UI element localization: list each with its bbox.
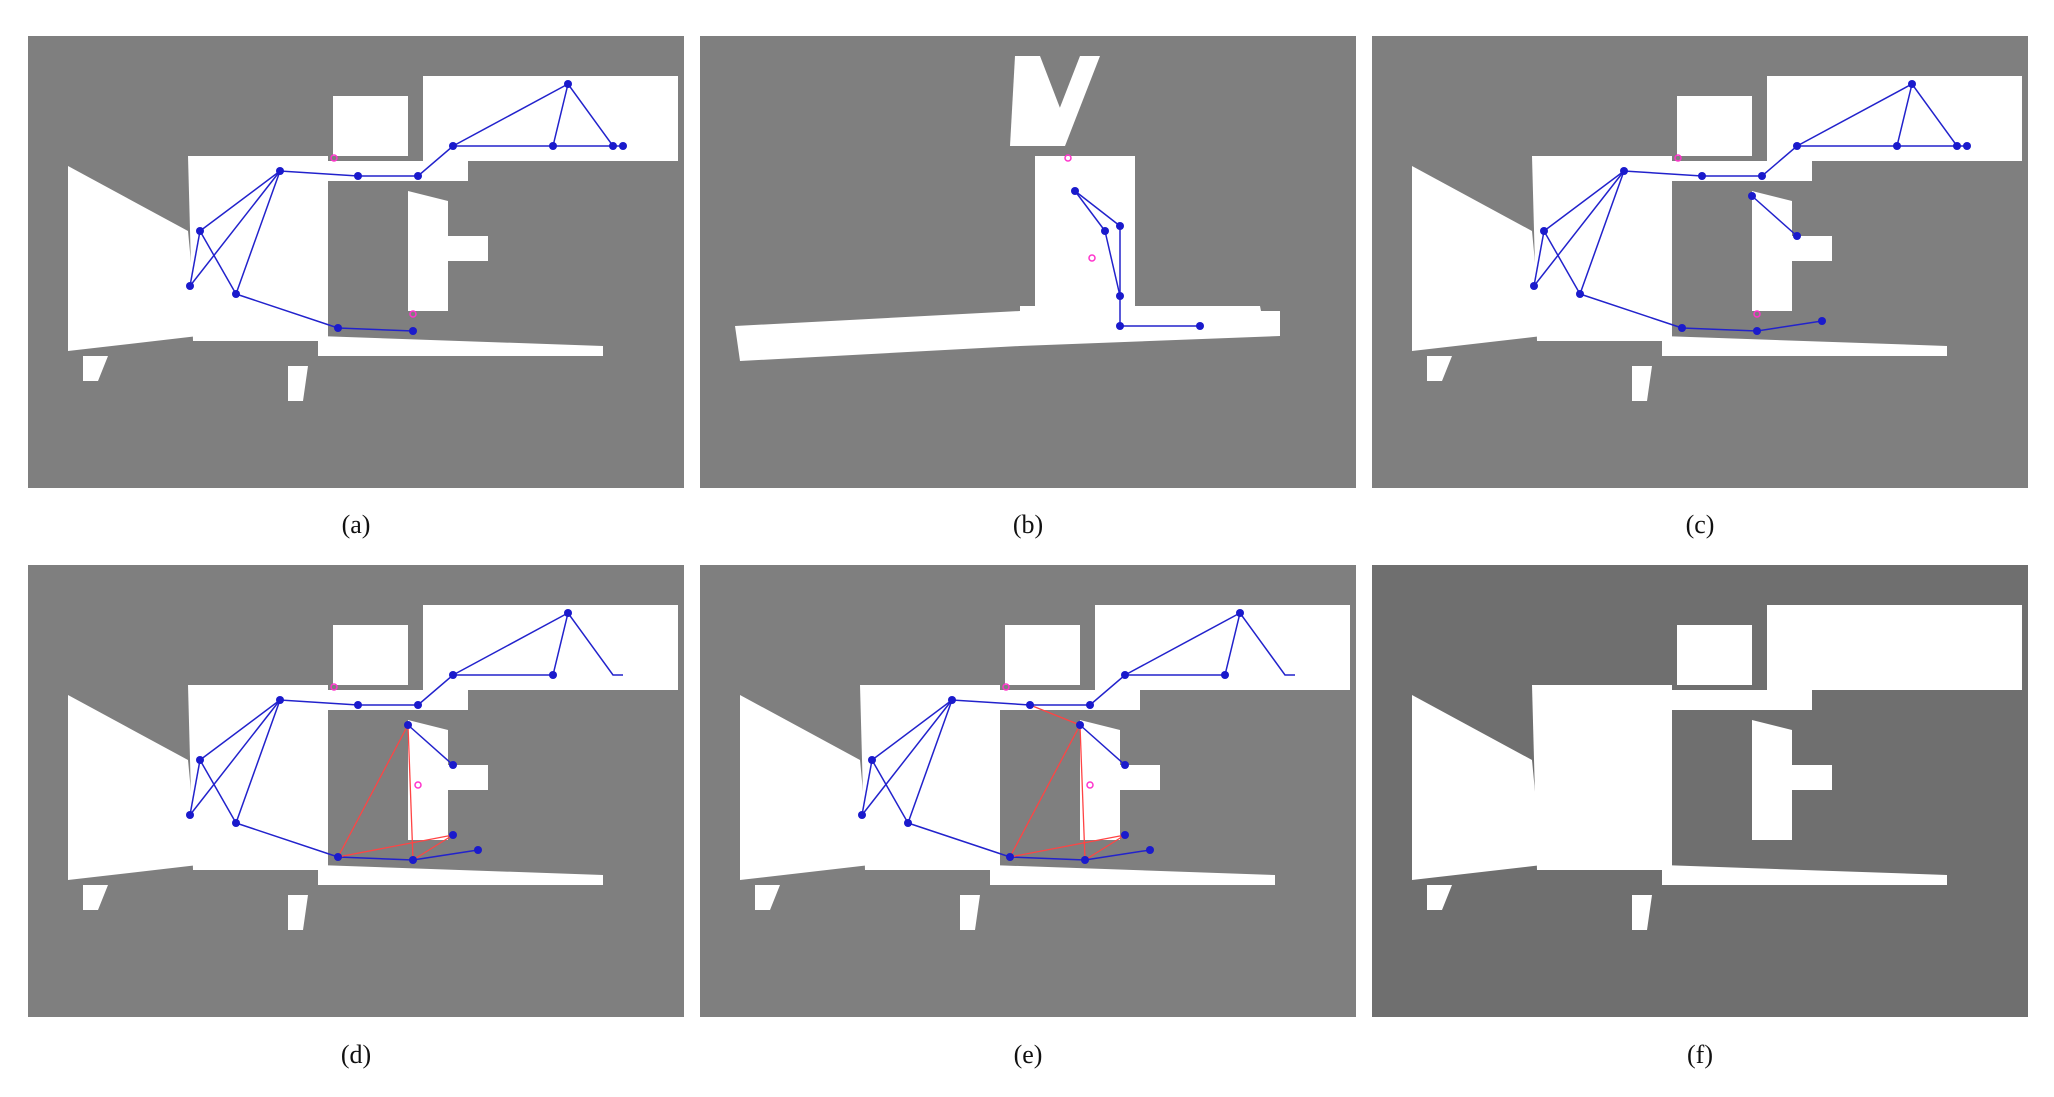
free-space: [1412, 605, 2022, 930]
markers: [1002, 683, 1094, 789]
free-space: [1412, 76, 2022, 401]
graph-nodes: [186, 80, 627, 335]
map-d-svg: [68, 605, 678, 930]
graph-nodes: [186, 609, 572, 864]
caption-d: (d): [340, 1040, 372, 1069]
caption-b: (b): [1012, 510, 1044, 539]
free-space: [735, 56, 1280, 361]
loop-closure-edges: [337, 724, 454, 861]
markers: [330, 683, 422, 789]
map-c-svg: [1412, 76, 2022, 401]
map-panel-d: [28, 565, 684, 1017]
map-panel-a: [28, 36, 684, 488]
caption-a: (a): [341, 510, 371, 539]
map-panel-e: [700, 565, 1356, 1017]
caption-e: (e): [1013, 1040, 1043, 1069]
map-b-svg: [735, 56, 1280, 361]
markers: [330, 154, 417, 318]
map-panel-f: [1372, 565, 2028, 1017]
graph-nodes: [858, 609, 1244, 864]
map-panel-c: [1372, 36, 2028, 488]
graph-nodes: [1530, 80, 1971, 335]
markers: [1674, 154, 1761, 318]
free-space: [740, 605, 1350, 930]
loop-closure-edges: [1009, 704, 1126, 861]
caption-f: (f): [1687, 1040, 1713, 1069]
markers: [1064, 154, 1096, 262]
map-a-svg: [68, 76, 678, 401]
caption-c: (c): [1685, 510, 1715, 539]
map-e-svg: [740, 605, 1350, 930]
free-space: [68, 76, 678, 401]
map-panel-b: [700, 36, 1356, 488]
graph-edges: [189, 611, 623, 861]
map-f-svg: [1412, 605, 2022, 930]
graph-edges: [1074, 190, 1200, 327]
graph-nodes: [1071, 187, 1204, 330]
free-space: [68, 605, 678, 930]
